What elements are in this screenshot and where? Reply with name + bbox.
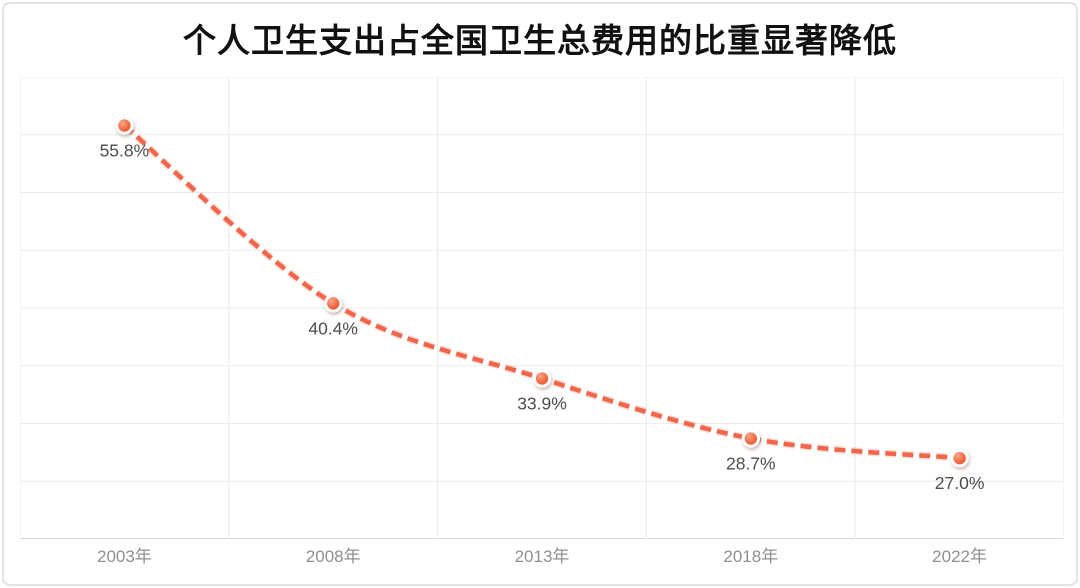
- data-labels: 55.8% 40.4% 33.9% 28.7% 27.0%: [100, 141, 985, 494]
- data-label: 40.4%: [308, 318, 358, 338]
- x-tick-label: 2018年: [723, 547, 779, 566]
- data-point-2022年: [950, 448, 969, 468]
- data-point-2003年: [115, 116, 134, 135]
- data-point-2018年: [741, 429, 760, 448]
- data-label: 55.8%: [100, 141, 150, 161]
- marker-dot: [953, 451, 966, 465]
- data-label: 33.9%: [517, 393, 567, 413]
- x-axis: 2003年 2008年 2013年 2018年 2022年: [20, 544, 1064, 570]
- line-chart: 55.8% 40.4% 33.9% 28.7% 27.0%: [20, 77, 1064, 539]
- data-point-2013年: [532, 369, 552, 388]
- data-label: 28.7%: [726, 454, 776, 474]
- data-point-2008年: [324, 294, 343, 313]
- x-tick-label: 2022年: [932, 547, 987, 566]
- x-tick-label: 2008年: [305, 547, 361, 566]
- marker-dot: [535, 372, 549, 385]
- marker-dot: [744, 432, 757, 445]
- plot-area: 55.8% 40.4% 33.9% 28.7% 27.0%: [20, 77, 1064, 539]
- marker-dot: [327, 297, 340, 310]
- gridlines: [20, 77, 1064, 539]
- data-points: [115, 116, 969, 468]
- marker-dot: [118, 119, 131, 132]
- x-tick-label: 2013年: [514, 547, 570, 566]
- chart-title: 个人卫生支出占全国卫生总费用的比重显著降低: [183, 22, 897, 59]
- x-tick-label: 2003年: [96, 547, 152, 566]
- data-label: 27.0%: [935, 473, 985, 493]
